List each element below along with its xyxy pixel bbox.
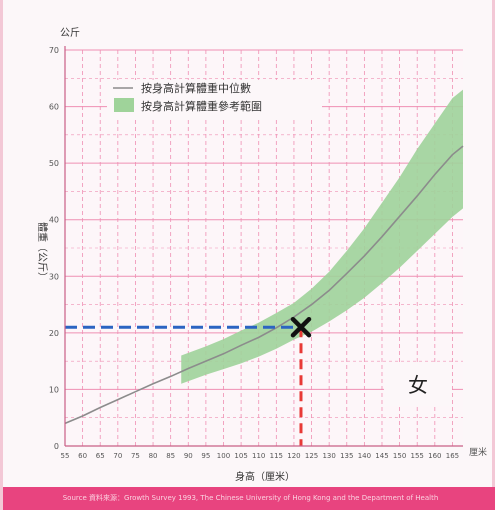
x-tick-label: 120	[287, 452, 300, 460]
y-tick-label: 40	[49, 216, 59, 225]
y-axis-title: 體重（公斤）	[36, 222, 49, 282]
median-line-layer	[64, 145, 464, 425]
x-tick-label: 135	[340, 452, 353, 460]
x-tick-label: 150	[393, 452, 406, 460]
chart-canvas: 0 10 20 30 40 50 60 70 55 60 65 70 75 80 85 90 95 100 105 1…	[36, 27, 487, 483]
marker-layer	[290, 316, 312, 338]
y-tick-label: 70	[49, 46, 59, 55]
x-tick-label: 60	[78, 452, 87, 460]
y-tick-label: 10	[49, 385, 59, 394]
source-footer: Source 資料來源：Growth Survey 1993, The Chin…	[3, 487, 495, 510]
sex-label-background	[384, 362, 452, 406]
y-tick-label: 60	[49, 103, 59, 112]
x-tick-label: 160	[428, 452, 441, 460]
y-tick-label: 50	[49, 159, 59, 168]
data-point-marker	[290, 316, 312, 338]
x-axis-title: 身高（厘米）	[235, 470, 295, 483]
x-tick-label: 70	[113, 452, 122, 460]
x-tick-label: 85	[166, 452, 175, 460]
reference-band-layer	[181, 89, 463, 384]
axis-layer: 0 10 20 30 40 50 60 70 55 60 65 70 75 80 85 90 95 100 105 1…	[49, 46, 463, 460]
x-tick-label: 90	[184, 452, 193, 460]
x-tick-label: 95	[201, 452, 210, 460]
y-tick-label: 20	[49, 329, 59, 338]
legend-background	[107, 80, 322, 120]
median-line	[64, 145, 464, 425]
y-unit-top: 公斤	[60, 27, 80, 39]
legend-range-label: 按身高計算體重參考範圍	[141, 99, 262, 113]
x-tick-label: 145	[375, 452, 388, 460]
x-tick-label: 140	[358, 452, 371, 460]
legend-median-label: 按身高計算體重中位數	[141, 81, 251, 95]
x-unit-right: 厘米	[469, 446, 487, 458]
x-tick-label: 155	[411, 452, 424, 460]
x-tick-label: 65	[96, 452, 105, 460]
x-tick-label: 165	[446, 452, 459, 460]
x-tick-label: 75	[131, 452, 140, 460]
sex-label-box: 女	[384, 362, 452, 406]
y-tick-label: 0	[54, 442, 59, 451]
reference-band	[181, 89, 463, 384]
sex-label: 女	[408, 373, 428, 397]
x-tick-label: 130	[322, 452, 335, 460]
x-tick-label: 125	[305, 452, 318, 460]
x-tick-label: 80	[149, 452, 158, 460]
legend-range-swatch	[114, 98, 134, 112]
y-tick-label: 30	[49, 272, 59, 281]
x-tick-label: 55	[61, 452, 70, 460]
legend: 按身高計算體重中位數 按身高計算體重參考範圍	[107, 80, 322, 120]
x-tick-label: 110	[252, 452, 265, 460]
x-tick-label: 115	[270, 452, 283, 460]
x-tick-label: 105	[234, 452, 247, 460]
guide-lines-layer	[65, 325, 303, 446]
x-tick-label: 100	[217, 452, 230, 460]
